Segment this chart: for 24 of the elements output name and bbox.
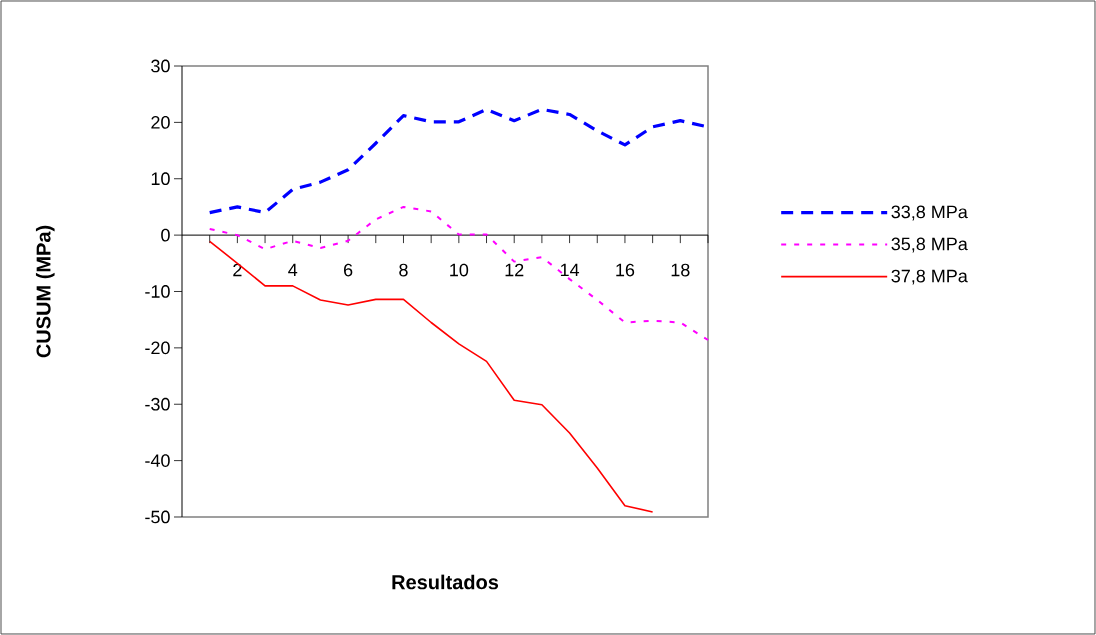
y-tick-label: 10 bbox=[151, 172, 170, 186]
y-axis-title: CUSUM (MPa) bbox=[35, 225, 55, 358]
x-tick-label: 16 bbox=[616, 263, 635, 277]
y-tick-label: 20 bbox=[151, 115, 170, 129]
x-tick-label: 4 bbox=[288, 263, 298, 277]
text: 37,8 MPa bbox=[891, 269, 968, 285]
x-tick-label: 10 bbox=[450, 263, 469, 277]
y-tick-label: -40 bbox=[145, 454, 170, 467]
x-tick-label: 6 bbox=[344, 263, 353, 277]
x-tick-label: 12 bbox=[505, 263, 524, 277]
y-tick-label: -50 bbox=[145, 510, 170, 524]
x-tick-label: 14 bbox=[560, 263, 580, 277]
text: 33,8 MPa bbox=[891, 205, 968, 221]
x-tick-label: 2 bbox=[233, 263, 242, 277]
text: 35,8 MPa bbox=[891, 237, 968, 253]
y-tick-label: -20 bbox=[145, 341, 170, 355]
line-series bbox=[208, 240, 654, 513]
y-tick-label: -30 bbox=[145, 397, 170, 411]
x-tick-label: 18 bbox=[671, 263, 690, 277]
x-tick-label: 8 bbox=[399, 263, 408, 277]
y-tick-label: 30 bbox=[151, 59, 170, 73]
y-tick-label: -10 bbox=[145, 285, 170, 298]
y-tick-label: 0 bbox=[161, 228, 170, 242]
x-axis-title: Resultados bbox=[392, 574, 499, 590]
